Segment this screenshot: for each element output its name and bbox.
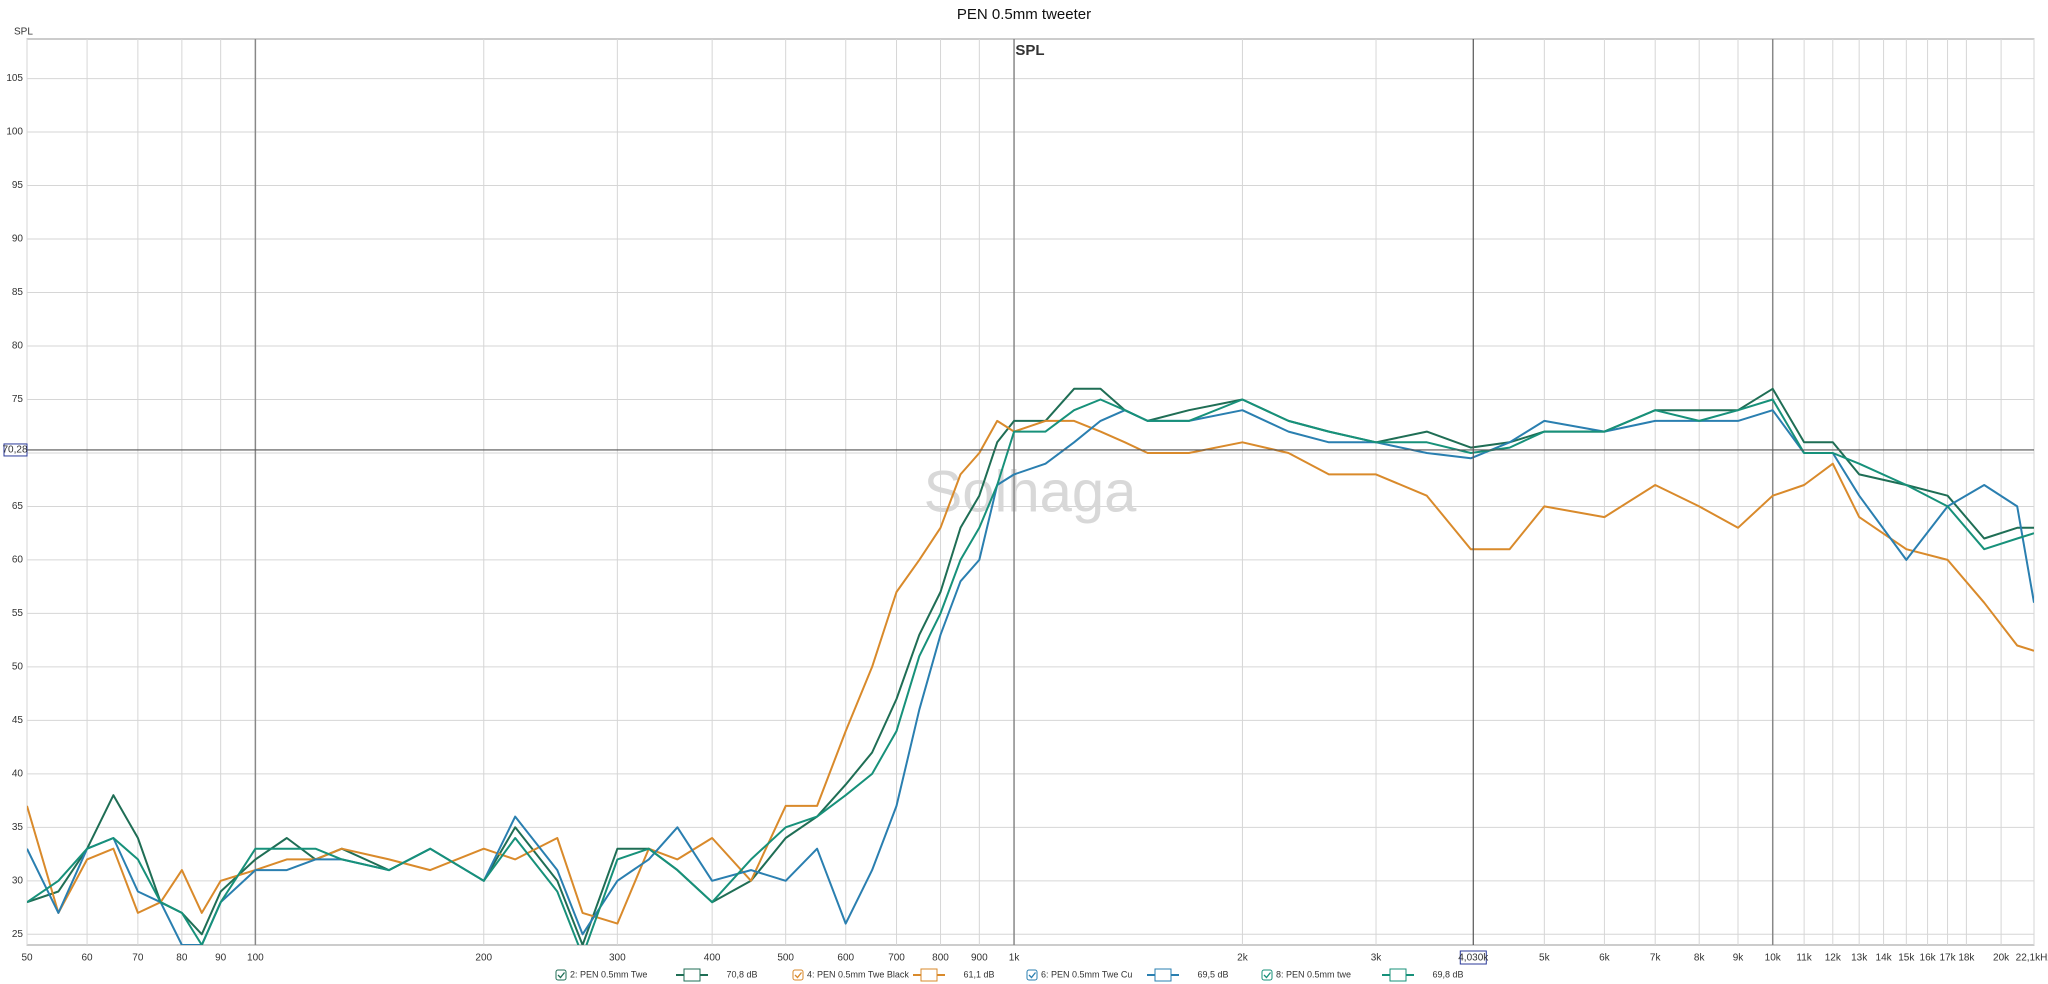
y-tick-label: 25 (12, 929, 24, 940)
legend-checkbox[interactable] (1026, 969, 1038, 981)
x-tick-label: 9k (1733, 953, 1745, 964)
x-tick-label: 2k (1237, 953, 1249, 964)
legend-check (557, 972, 566, 979)
legend-cursor-value: 61,1 dB (963, 969, 994, 979)
overlay: 4,030k 70,28 2: PEN 0.5mm Twe 70,8 dB 4: PEN… (2, 39, 2034, 982)
legend-checkbox[interactable] (1261, 969, 1273, 981)
x-tick-label: 17k (1939, 953, 1956, 964)
x-tick-label: 100 (247, 953, 264, 964)
cursor-y-box (3, 443, 28, 457)
x-tick-label: 8k (1694, 953, 1706, 964)
series-line (27, 387, 2034, 945)
y-tick-label: 45 (12, 715, 24, 726)
cursor-x-label: 4,030k (1458, 953, 1489, 964)
legend-cursor-value: 69,8 dB (1432, 969, 1463, 979)
legend-cursor-value: 70,8 dB (726, 969, 757, 979)
x-tick-label: 700 (888, 953, 905, 964)
x-tick-label: 300 (609, 953, 626, 964)
x-tick-label: 6k (1599, 953, 1611, 964)
cursor-x-box (1459, 950, 1487, 965)
y-tick-label: 85 (12, 287, 24, 298)
x-tick-label: 18k (1958, 953, 1975, 964)
legend-swatch-box (1389, 968, 1407, 982)
legend-check (1263, 972, 1272, 979)
y-tick-label: 65 (12, 501, 24, 512)
y-tick-label: 100 (6, 127, 23, 138)
cursor-y-label: 70,28 (2, 445, 27, 456)
y-tick-label: 40 (12, 768, 24, 779)
legend-label: 4: PEN 0.5mm Twe Black (807, 969, 909, 979)
x-tick-label: 1k (1009, 953, 1021, 964)
legend-label: 2: PEN 0.5mm Twe (570, 969, 647, 979)
y-tick-label: 80 (12, 341, 24, 352)
x-tick-label: 13k (1851, 953, 1868, 964)
legend-label: 6: PEN 0.5mm Twe Cu (1041, 969, 1132, 979)
x-tick-label: 50 (21, 953, 33, 964)
x-tick-label: 12k (1825, 953, 1842, 964)
legend-swatch-box (683, 968, 701, 982)
y-axis-label: SPL (14, 27, 33, 38)
x-tick-label: 200 (475, 953, 492, 964)
x-tick-label: 800 (932, 953, 949, 964)
legend-check (1028, 972, 1037, 979)
series-line (27, 409, 2034, 945)
x-tick-label: 14k (1876, 953, 1893, 964)
legend-swatch-box (920, 968, 938, 982)
y-tick-label: 55 (12, 608, 24, 619)
y-tick-label: 90 (12, 234, 24, 245)
x-tick-label: 900 (971, 953, 988, 964)
x-tick-label: 60 (82, 953, 94, 964)
chart-title: PEN 0.5mm tweeter (957, 6, 1091, 23)
y-tick-label: 60 (12, 555, 24, 566)
x-tick-label: 16k (1920, 953, 1937, 964)
x-tick-label: 400 (704, 953, 721, 964)
legend-label: 8: PEN 0.5mm twe (1276, 969, 1351, 979)
x-tick-label: 90 (215, 953, 227, 964)
grid: 25 30 35 40 45 50 55 60 65 70 75 80 85 90 95 100 105 50 60… (6, 39, 2048, 964)
x-tick-label: 500 (777, 953, 794, 964)
x-tick-label: 80 (176, 953, 188, 964)
plot-label: SPL (1015, 42, 1044, 59)
x-tick-label: 11k (1796, 953, 1812, 964)
y-tick-label: 50 (12, 662, 24, 673)
watermark: Solhaga (924, 459, 1138, 524)
x-tick-label: 22,1kHz (2016, 953, 2048, 964)
x-tick-label: 70 (132, 953, 144, 964)
legend-cursor-value: 69,5 dB (1197, 969, 1228, 979)
x-tick-label: 600 (837, 953, 854, 964)
lines (27, 387, 2034, 945)
legend-checkbox[interactable] (792, 969, 804, 981)
legend-checkbox[interactable] (555, 969, 567, 981)
x-tick-label: 10k (1765, 953, 1782, 964)
series-line (27, 419, 2034, 925)
legend-swatch-box (1154, 968, 1172, 982)
y-tick-label: 35 (12, 822, 24, 833)
y-tick-label: 95 (12, 180, 24, 191)
y-tick-label: 105 (6, 73, 23, 84)
x-tick-label: 7k (1650, 953, 1662, 964)
y-tick-label: 75 (12, 394, 24, 405)
x-tick-label: 20k (1993, 953, 2010, 964)
legend-check (794, 972, 803, 979)
series-line (27, 398, 2034, 945)
x-tick-label: 5k (1539, 953, 1551, 964)
y-tick-label: 30 (12, 875, 24, 886)
x-tick-label: 3k (1371, 953, 1383, 964)
x-tick-label: 15k (1898, 953, 1915, 964)
